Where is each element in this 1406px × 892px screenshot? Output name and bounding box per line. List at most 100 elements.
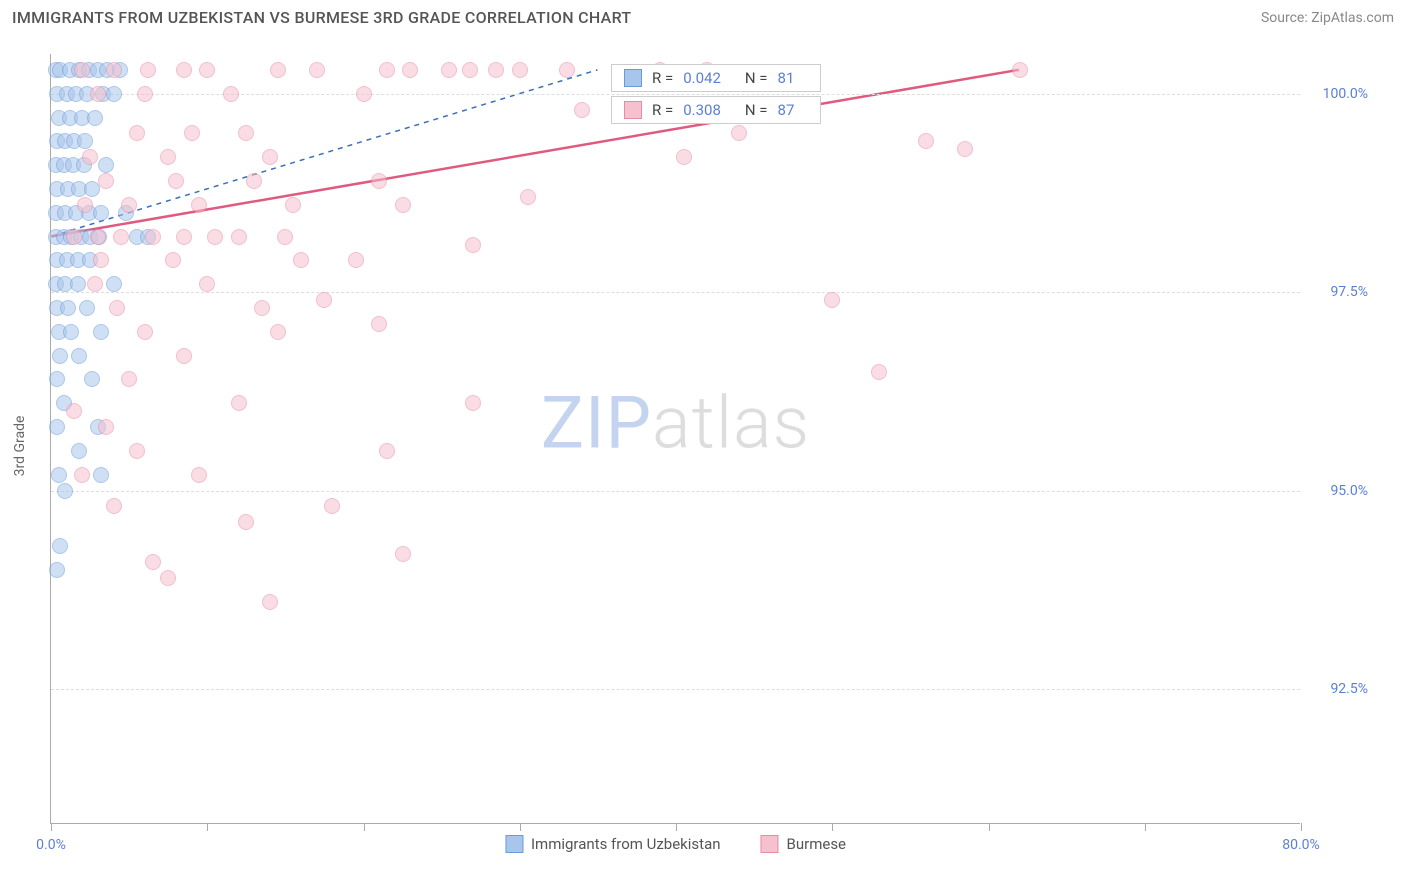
- x-tick: [676, 823, 677, 831]
- bottom-legend-label: Burmese: [787, 835, 847, 853]
- data-point-burmese: [176, 348, 192, 364]
- data-point-burmese: [129, 443, 145, 459]
- legend-n-label: N =: [745, 69, 768, 87]
- data-point-burmese: [324, 498, 340, 514]
- legend-stats-uzbek: R = 0.042N = 81: [611, 64, 821, 92]
- legend-swatch-uzbek: [624, 69, 642, 87]
- legend-n-value: 81: [778, 69, 795, 87]
- legend-swatch-burmese: [624, 101, 642, 119]
- data-point-uzbek: [60, 300, 76, 316]
- data-point-burmese: [87, 276, 103, 292]
- data-point-burmese: [395, 546, 411, 562]
- data-point-burmese: [293, 252, 309, 268]
- data-point-burmese: [371, 173, 387, 189]
- data-point-uzbek: [93, 205, 109, 221]
- x-tick: [1301, 823, 1302, 831]
- data-point-burmese: [918, 133, 934, 149]
- data-point-burmese: [66, 229, 82, 245]
- data-point-burmese: [379, 443, 395, 459]
- gridline: [51, 689, 1300, 690]
- x-tick-label: 80.0%: [1282, 837, 1320, 853]
- x-tick: [51, 823, 52, 831]
- data-point-burmese: [356, 86, 372, 102]
- data-point-burmese: [238, 514, 254, 530]
- data-point-burmese: [1012, 62, 1028, 78]
- data-point-uzbek: [79, 300, 95, 316]
- data-point-burmese: [199, 276, 215, 292]
- data-point-burmese: [160, 570, 176, 586]
- data-point-burmese: [90, 86, 106, 102]
- data-point-burmese: [121, 371, 137, 387]
- data-point-burmese: [191, 467, 207, 483]
- data-point-burmese: [90, 229, 106, 245]
- y-axis-label: 3rd Grade: [12, 416, 28, 477]
- data-point-burmese: [137, 324, 153, 340]
- y-tick-label: 100.0%: [1323, 86, 1368, 102]
- legend-stats-burmese: R = 0.308N = 87: [611, 96, 821, 124]
- data-point-burmese: [348, 252, 364, 268]
- x-tick: [520, 823, 521, 831]
- data-point-burmese: [165, 252, 181, 268]
- data-point-burmese: [106, 498, 122, 514]
- bottom-legend-label: Immigrants from Uzbekistan: [531, 835, 721, 853]
- data-point-burmese: [77, 197, 93, 213]
- data-point-burmese: [145, 554, 161, 570]
- data-point-burmese: [113, 229, 129, 245]
- x-tick: [832, 823, 833, 831]
- data-point-burmese: [462, 62, 478, 78]
- data-point-burmese: [262, 149, 278, 165]
- data-point-uzbek: [63, 324, 79, 340]
- data-point-burmese: [231, 395, 247, 411]
- data-point-burmese: [371, 316, 387, 332]
- data-point-uzbek: [106, 276, 122, 292]
- data-point-burmese: [270, 62, 286, 78]
- data-point-burmese: [82, 149, 98, 165]
- data-point-burmese: [121, 197, 137, 213]
- data-point-burmese: [316, 292, 332, 308]
- data-point-burmese: [176, 62, 192, 78]
- bottom-legend-item-uzbek: Immigrants from Uzbekistan: [505, 835, 721, 853]
- data-point-burmese: [74, 467, 90, 483]
- data-point-burmese: [262, 594, 278, 610]
- chart-header: IMMIGRANTS FROM UZBEKISTAN VS BURMESE 3R…: [0, 0, 1406, 31]
- bottom-legend-item-burmese: Burmese: [761, 835, 847, 853]
- bottom-legend-swatch-burmese: [761, 835, 779, 853]
- x-tick: [364, 823, 365, 831]
- data-point-burmese: [574, 102, 590, 118]
- data-point-uzbek: [98, 157, 114, 173]
- trend-lines-svg: [51, 54, 1300, 823]
- data-point-burmese: [140, 62, 156, 78]
- data-point-burmese: [270, 324, 286, 340]
- data-point-burmese: [559, 62, 575, 78]
- data-point-burmese: [824, 292, 840, 308]
- data-point-burmese: [277, 229, 293, 245]
- data-point-burmese: [512, 62, 528, 78]
- data-point-burmese: [207, 229, 223, 245]
- chart-plot-area: ZIPatlas Immigrants from UzbekistanBurme…: [50, 54, 1300, 824]
- gridline: [51, 491, 1300, 492]
- x-tick-label: 0.0%: [36, 837, 66, 853]
- data-point-burmese: [488, 62, 504, 78]
- legend-n-value: 87: [778, 101, 795, 119]
- data-point-burmese: [109, 300, 125, 316]
- gridline: [51, 292, 1300, 293]
- data-point-burmese: [129, 125, 145, 141]
- data-point-burmese: [285, 197, 301, 213]
- data-point-uzbek: [71, 348, 87, 364]
- data-point-burmese: [98, 419, 114, 435]
- data-point-burmese: [395, 197, 411, 213]
- legend-r-value: 0.042: [683, 69, 721, 87]
- x-tick: [1145, 823, 1146, 831]
- legend-n-label: N =: [745, 101, 768, 119]
- data-point-uzbek: [84, 371, 100, 387]
- chart-source: Source: ZipAtlas.com: [1261, 10, 1394, 26]
- data-point-uzbek: [49, 419, 65, 435]
- data-point-uzbek: [93, 324, 109, 340]
- data-point-burmese: [309, 62, 325, 78]
- watermark-atlas: atlas: [652, 381, 810, 466]
- legend-r-value: 0.308: [683, 101, 721, 119]
- data-point-burmese: [871, 364, 887, 380]
- data-point-burmese: [93, 252, 109, 268]
- x-tick: [207, 823, 208, 831]
- data-point-burmese: [231, 229, 247, 245]
